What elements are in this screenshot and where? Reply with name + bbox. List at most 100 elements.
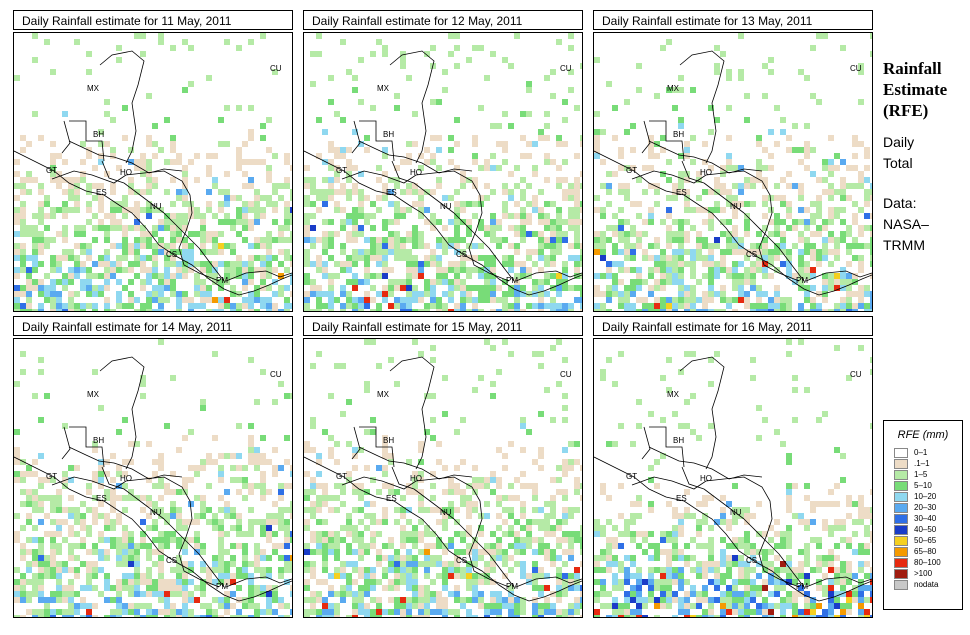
map-outline <box>631 170 800 282</box>
map-outline <box>703 488 745 520</box>
country-label: ES <box>96 494 107 503</box>
country-label: PM <box>506 582 518 591</box>
country-label: GT <box>626 166 637 175</box>
map-outline <box>123 488 165 520</box>
source-line: NASA– <box>883 216 929 232</box>
rainfall-field <box>14 33 292 311</box>
country-label: CU <box>270 64 282 73</box>
map-outline <box>341 476 510 588</box>
country-label: CS <box>456 556 467 565</box>
legend-item: 50–65 <box>884 535 962 546</box>
map-outline <box>681 160 705 184</box>
country-label: PM <box>216 582 228 591</box>
map-outline <box>743 518 780 555</box>
map-outline <box>351 426 361 460</box>
map-outline <box>101 466 125 490</box>
rainfall-map: MX CU BH GT HO ES NU CS PM <box>303 338 583 618</box>
map-outline <box>14 456 292 602</box>
country-label: PM <box>216 276 228 285</box>
country-label: NU <box>150 508 162 517</box>
map-outline <box>778 247 805 282</box>
legend-label: 5–10 <box>914 480 932 490</box>
country-label: CS <box>166 556 177 565</box>
country-label: CU <box>270 370 282 379</box>
legend-item: 20–30 <box>884 502 962 513</box>
country-label: HO <box>700 168 712 177</box>
map-outline <box>341 170 510 282</box>
country-label: HO <box>700 474 712 483</box>
legend-item: 40–50 <box>884 524 962 535</box>
country-label: ES <box>676 188 687 197</box>
legend-label: nodata <box>914 579 939 589</box>
map-outline <box>51 170 220 282</box>
legend-label: 10–20 <box>914 491 937 501</box>
legend-swatch <box>894 491 908 502</box>
country-label: MX <box>377 390 390 399</box>
map-svg: MX CU BH GT HO ES NU CS PM <box>14 33 292 311</box>
legend-label: 50–65 <box>914 535 937 545</box>
legend-item: 30–40 <box>884 513 962 524</box>
country-label: ES <box>96 188 107 197</box>
legend-label: 65–80 <box>914 546 937 556</box>
map-outline <box>453 212 490 249</box>
product-title-line: Rainfall <box>883 59 942 78</box>
panel-title: Daily Rainfall estimate for 16 May, 2011 <box>593 316 873 336</box>
legend-label: 80–100 <box>914 557 941 567</box>
legend-swatch <box>894 458 908 469</box>
map-outline <box>351 120 361 154</box>
map-outline <box>198 553 225 588</box>
map-svg: MX CU BH GT HO ES NU CS PM <box>304 339 582 617</box>
country-label: NU <box>440 202 452 211</box>
map-svg: MX CU BH GT HO ES NU CS PM <box>14 339 292 617</box>
map-outline <box>594 456 872 602</box>
map-outline <box>391 160 415 184</box>
source-line: Data: <box>883 195 917 211</box>
product-title: Rainfall Estimate (RFE) <box>883 58 947 121</box>
map-outline <box>163 212 200 249</box>
map-outline <box>648 446 763 480</box>
product-title-line: Estimate <box>883 80 948 99</box>
map-outline <box>359 426 395 468</box>
country-label: HO <box>410 474 422 483</box>
map-outline <box>99 356 145 470</box>
rainfall-map-panel-may-15: Daily Rainfall estimate for 15 May, 2011… <box>303 316 583 618</box>
map-outline <box>413 488 455 520</box>
map-outline <box>641 426 651 460</box>
panel-title: Daily Rainfall estimate for 11 May, 2011 <box>13 10 293 30</box>
rainfall-field <box>14 339 292 617</box>
map-outline <box>304 150 582 296</box>
map-outline <box>51 476 220 588</box>
legend-label: 30–40 <box>914 513 937 523</box>
map-outline <box>631 476 800 588</box>
legend-label: 0–1 <box>914 447 928 457</box>
map-outline <box>488 247 515 282</box>
country-label: PM <box>796 276 808 285</box>
map-outline <box>69 120 105 162</box>
country-label: MX <box>667 84 680 93</box>
legend-swatch <box>894 469 908 480</box>
legend-label: 20–30 <box>914 502 937 512</box>
country-label: MX <box>667 390 680 399</box>
legend-item: 65–80 <box>884 546 962 557</box>
country-label: MX <box>87 84 100 93</box>
country-label: ES <box>386 494 397 503</box>
map-outline <box>648 140 763 174</box>
legend-title: RFE (mm) <box>897 429 949 441</box>
map-outline <box>649 426 685 468</box>
country-label: BH <box>383 130 394 139</box>
rainfall-field <box>304 33 582 311</box>
map-outline <box>391 466 415 490</box>
map-outline <box>805 576 872 588</box>
country-label: ES <box>676 494 687 503</box>
country-label: CU <box>560 370 572 379</box>
map-outline <box>679 356 725 470</box>
country-label: MX <box>87 390 100 399</box>
subtitle-line: Daily <box>883 134 915 150</box>
product-subtitle: Daily Total <box>883 132 914 174</box>
country-label: BH <box>383 436 394 445</box>
map-svg: MX CU BH GT HO ES NU CS PM <box>594 33 872 311</box>
legend-swatch <box>894 480 908 491</box>
legend-swatch <box>894 524 908 535</box>
map-outline <box>101 160 125 184</box>
map-outline <box>358 446 473 480</box>
